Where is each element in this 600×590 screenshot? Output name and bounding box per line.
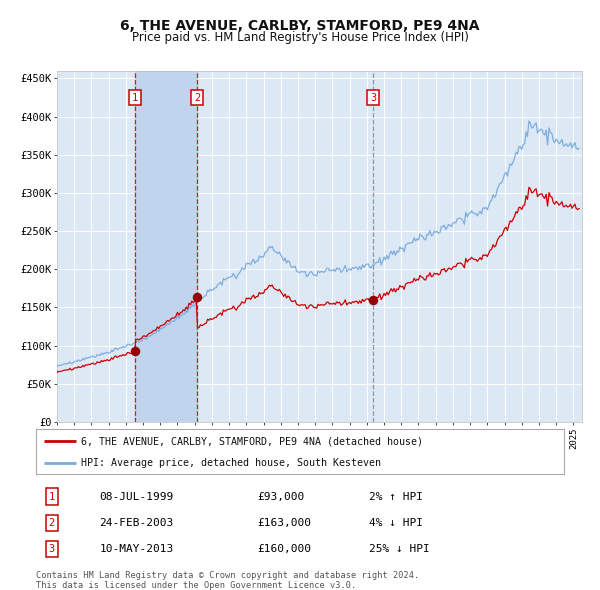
- Text: 3: 3: [370, 93, 376, 103]
- Text: 6, THE AVENUE, CARLBY, STAMFORD, PE9 4NA: 6, THE AVENUE, CARLBY, STAMFORD, PE9 4NA: [120, 19, 480, 33]
- Text: £160,000: £160,000: [258, 544, 312, 554]
- Text: 2% ↑ HPI: 2% ↑ HPI: [368, 491, 422, 502]
- Text: Contains HM Land Registry data © Crown copyright and database right 2024.: Contains HM Land Registry data © Crown c…: [36, 571, 419, 580]
- Text: 24-FEB-2003: 24-FEB-2003: [100, 518, 173, 527]
- Bar: [135, 71, 197, 422]
- Text: £93,000: £93,000: [258, 491, 305, 502]
- Text: 1: 1: [131, 93, 138, 103]
- Text: 2: 2: [194, 93, 200, 103]
- Text: 4% ↓ HPI: 4% ↓ HPI: [368, 518, 422, 527]
- Text: 6, THE AVENUE, CARLBY, STAMFORD, PE9 4NA (detached house): 6, THE AVENUE, CARLBY, STAMFORD, PE9 4NA…: [81, 437, 423, 447]
- Text: 10-MAY-2013: 10-MAY-2013: [100, 544, 173, 554]
- Text: 2: 2: [49, 518, 55, 527]
- Text: Price paid vs. HM Land Registry's House Price Index (HPI): Price paid vs. HM Land Registry's House …: [131, 31, 469, 44]
- Text: HPI: Average price, detached house, South Kesteven: HPI: Average price, detached house, Sout…: [81, 458, 381, 467]
- Text: £163,000: £163,000: [258, 518, 312, 527]
- Text: 25% ↓ HPI: 25% ↓ HPI: [368, 544, 430, 554]
- Text: 08-JUL-1999: 08-JUL-1999: [100, 491, 173, 502]
- Text: 1: 1: [49, 491, 55, 502]
- Text: This data is licensed under the Open Government Licence v3.0.: This data is licensed under the Open Gov…: [36, 581, 356, 590]
- Text: 3: 3: [49, 544, 55, 554]
